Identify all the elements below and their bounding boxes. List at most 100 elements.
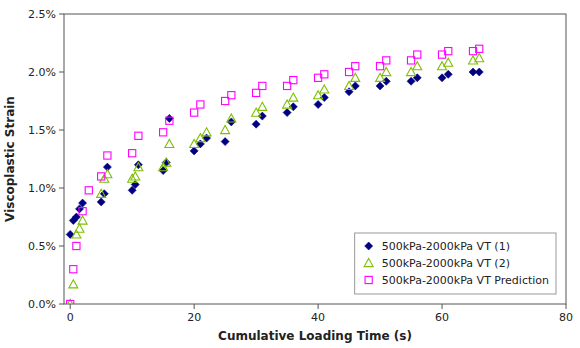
point: [162, 158, 170, 166]
point: [407, 68, 416, 76]
y-axis-label: Viscoplastic Strain: [3, 96, 17, 222]
chart: 0204060800.0%0.5%1.0%1.5%2.0%2.5%Cumulat…: [0, 0, 580, 348]
point: [70, 266, 77, 273]
legend-box: [355, 233, 556, 294]
point: [73, 242, 80, 249]
point: [196, 140, 204, 148]
y-tick-label: 1.0%: [28, 182, 56, 195]
y-tick-label: 1.5%: [28, 124, 56, 137]
x-tick: [70, 304, 71, 309]
point: [376, 82, 384, 90]
point: [134, 163, 143, 171]
point: [320, 85, 329, 93]
point: [413, 74, 421, 82]
point: [191, 109, 198, 116]
point: [253, 89, 260, 96]
plot-frame: [64, 14, 566, 304]
point: [79, 208, 86, 215]
point: [414, 51, 421, 58]
point: [345, 81, 354, 89]
legend-label: 500kPa-2000kPa VT (2): [382, 257, 510, 270]
y-tick: [59, 130, 64, 131]
point: [351, 73, 360, 81]
point: [203, 134, 211, 142]
point: [79, 199, 87, 207]
point: [69, 280, 78, 288]
point: [445, 48, 452, 55]
legend-label: 500kPa-2000kPa VT (1): [382, 240, 510, 253]
x-tick-label: 60: [435, 311, 449, 324]
point: [314, 100, 322, 108]
y-tick-label: 0.0%: [28, 298, 56, 311]
y-tick: [59, 304, 64, 305]
point: [165, 139, 174, 147]
x-tick-label: 80: [559, 311, 573, 324]
y-tick: [59, 188, 64, 189]
point: [190, 147, 198, 155]
y-axis: 0.0% 0.5% 1.0% 1.5% 2.0% 2.5%: [28, 8, 64, 311]
point: [85, 187, 92, 194]
point: [289, 93, 298, 101]
point: [66, 230, 74, 238]
point: [382, 68, 391, 76]
y-tick: [59, 72, 64, 73]
point: [129, 150, 136, 157]
point: [475, 68, 483, 76]
point: [97, 189, 106, 197]
point: [476, 45, 483, 52]
point: [67, 300, 74, 304]
point: [221, 138, 229, 146]
point: [258, 102, 267, 110]
point: [345, 88, 353, 96]
point: [131, 172, 140, 180]
legend-symbol: [365, 276, 372, 283]
legend-symbol: [365, 242, 373, 250]
y-tick-label: 2.5%: [28, 8, 56, 21]
point: [104, 152, 111, 159]
y-tick: [59, 246, 64, 247]
x-tick-label: 40: [311, 311, 325, 324]
point: [352, 63, 359, 70]
point: [290, 77, 297, 84]
legend-label: 500kPa-2000kPa VT Prediction: [382, 274, 549, 287]
point: [196, 134, 205, 142]
x-tick: [442, 304, 443, 309]
x-tick-label: 20: [187, 311, 201, 324]
point: [72, 230, 81, 238]
y-tick-label: 0.5%: [28, 240, 56, 253]
point: [135, 132, 142, 139]
point: [283, 109, 291, 117]
legend-symbol: [364, 259, 373, 267]
point: [165, 114, 173, 122]
point: [444, 58, 453, 66]
point: [252, 120, 260, 128]
series: [66, 68, 483, 238]
point: [103, 170, 112, 178]
point: [160, 129, 167, 136]
point: [252, 108, 261, 116]
point: [66, 300, 75, 305]
point: [228, 92, 235, 99]
point: [314, 91, 323, 99]
point: [383, 57, 390, 64]
point: [259, 82, 266, 89]
x-tick: [566, 304, 567, 309]
point: [190, 139, 199, 147]
point: [97, 198, 105, 206]
point: [227, 114, 236, 122]
y-tick-label: 2.0%: [28, 66, 56, 79]
x-tick: [318, 304, 319, 309]
point: [321, 71, 328, 78]
point: [376, 73, 385, 81]
y-tick: [59, 14, 64, 15]
point: [166, 117, 173, 124]
x-axis-label: Cumulative Loading Time (s): [218, 329, 412, 343]
point: [131, 181, 139, 189]
x-tick: [194, 304, 195, 309]
point: [78, 216, 87, 224]
point: [202, 128, 211, 136]
point: [444, 70, 452, 78]
point: [221, 126, 230, 134]
x-axis: 020406080: [67, 304, 573, 324]
legend: 500kPa-2000kPa VT (1) 500kPa-2000kPa VT (…: [355, 233, 556, 294]
